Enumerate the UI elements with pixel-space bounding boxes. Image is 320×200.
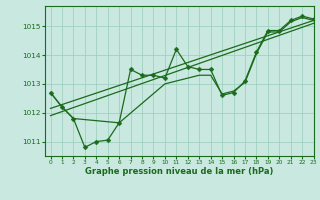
X-axis label: Graphe pression niveau de la mer (hPa): Graphe pression niveau de la mer (hPa) (85, 167, 273, 176)
